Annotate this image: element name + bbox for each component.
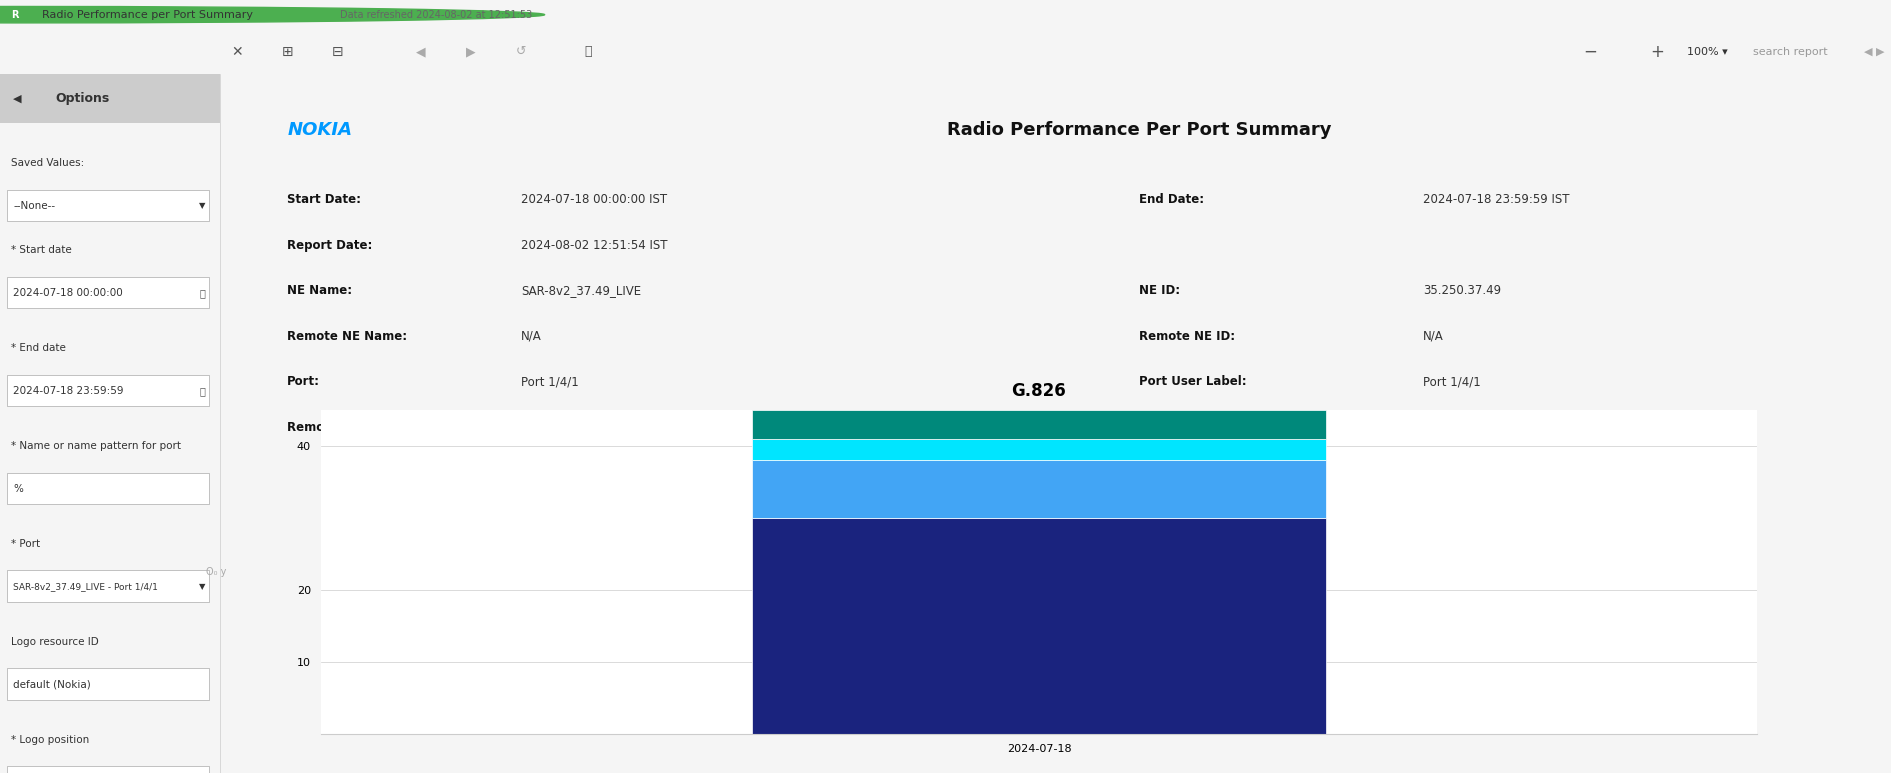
Text: SAR-8v2_37.49_LIVE - Port 1/4/1: SAR-8v2_37.49_LIVE - Port 1/4/1 [13, 582, 159, 591]
Text: Port User Label:: Port User Label: [1138, 375, 1246, 388]
FancyBboxPatch shape [6, 668, 210, 700]
Text: −: − [1583, 43, 1598, 61]
Text: +: + [1651, 43, 1664, 61]
Text: --None--: --None-- [13, 200, 55, 210]
FancyBboxPatch shape [6, 570, 210, 602]
Text: ▼: ▼ [199, 201, 206, 210]
Text: * Logo position: * Logo position [11, 734, 89, 744]
Text: N/A: N/A [1424, 330, 1445, 342]
FancyBboxPatch shape [6, 375, 210, 406]
Text: Port 1/4/1: Port 1/4/1 [522, 375, 579, 388]
Text: N/A: N/A [522, 421, 543, 434]
Text: 2024-07-18 23:59:59: 2024-07-18 23:59:59 [13, 386, 123, 396]
FancyBboxPatch shape [6, 472, 210, 504]
Text: Remote Port User Label:: Remote Port User Label: [1138, 421, 1301, 434]
Text: Radio Performance Per Port Summary: Radio Performance Per Port Summary [947, 121, 1331, 139]
Text: Remote NE Name:: Remote NE Name: [287, 330, 407, 342]
Text: Start Date:: Start Date: [287, 193, 361, 206]
Bar [751, 518, 1326, 734]
Text: NE Name:: NE Name: [287, 284, 352, 298]
FancyBboxPatch shape [6, 189, 210, 221]
Text: Report Date:: Report Date: [287, 239, 373, 252]
Text: 📅: 📅 [200, 288, 206, 298]
Text: default (Nokia): default (Nokia) [13, 679, 91, 690]
Text: ⊞: ⊞ [282, 45, 293, 59]
Bar [751, 460, 1326, 518]
Text: Radio Performance per Port Summary: Radio Performance per Port Summary [42, 10, 253, 19]
Text: ▶: ▶ [465, 46, 477, 58]
Text: Remote Port:: Remote Port: [287, 421, 374, 434]
Text: 100% ▾: 100% ▾ [1687, 47, 1728, 56]
Text: 📅: 📅 [200, 386, 206, 396]
Text: O₀ y: O₀ y [206, 567, 225, 577]
Text: Data refreshed 2024-08-02 at 12:51:53: Data refreshed 2024-08-02 at 12:51:53 [340, 10, 533, 19]
Text: 🔔: 🔔 [584, 46, 592, 58]
Text: ◀: ◀ [416, 46, 425, 58]
Text: ↺: ↺ [516, 46, 526, 58]
Text: 2024-07-18 00:00:00 IST: 2024-07-18 00:00:00 IST [522, 193, 668, 206]
Text: NE ID:: NE ID: [1138, 284, 1180, 298]
Text: Remote NE ID:: Remote NE ID: [1138, 330, 1235, 342]
FancyBboxPatch shape [0, 74, 219, 123]
Text: NOKIA: NOKIA [287, 121, 352, 139]
Bar [751, 438, 1326, 460]
Text: Saved Values:: Saved Values: [11, 158, 85, 168]
Text: N/A: N/A [522, 330, 543, 342]
Text: 2024-08-02 12:51:54 IST: 2024-08-02 12:51:54 IST [522, 239, 668, 252]
Text: %: % [13, 484, 23, 494]
Text: search report: search report [1753, 47, 1829, 56]
Text: 2024-07-18 23:59:59 IST: 2024-07-18 23:59:59 IST [1424, 193, 1570, 206]
Text: ✕: ✕ [231, 45, 242, 59]
Bar [751, 410, 1326, 438]
Text: ▼: ▼ [199, 582, 206, 591]
Text: 2024-07-18 00:00:00: 2024-07-18 00:00:00 [13, 288, 123, 298]
Text: ◀ ▶: ◀ ▶ [1865, 47, 1885, 56]
Circle shape [0, 6, 545, 23]
Text: R: R [11, 10, 19, 19]
Title: G.826: G.826 [1012, 382, 1067, 400]
Text: 35.250.37.49: 35.250.37.49 [1424, 284, 1501, 298]
Text: ⊟: ⊟ [331, 45, 342, 59]
Text: ◀: ◀ [13, 94, 23, 104]
Text: Logo resource ID: Logo resource ID [11, 637, 98, 647]
Text: Port 1/4/1: Port 1/4/1 [1424, 375, 1481, 388]
FancyBboxPatch shape [6, 277, 210, 308]
FancyBboxPatch shape [6, 766, 210, 773]
Text: N/A: N/A [1424, 421, 1445, 434]
Text: * Start date: * Start date [11, 245, 72, 255]
Text: * Port: * Port [11, 539, 40, 549]
Text: Options: Options [55, 92, 110, 105]
Text: * End date: * End date [11, 343, 66, 353]
Text: * Name or name pattern for port: * Name or name pattern for port [11, 441, 182, 451]
Text: SAR-8v2_37.49_LIVE: SAR-8v2_37.49_LIVE [522, 284, 641, 298]
Text: Port:: Port: [287, 375, 320, 388]
Text: End Date:: End Date: [1138, 193, 1205, 206]
